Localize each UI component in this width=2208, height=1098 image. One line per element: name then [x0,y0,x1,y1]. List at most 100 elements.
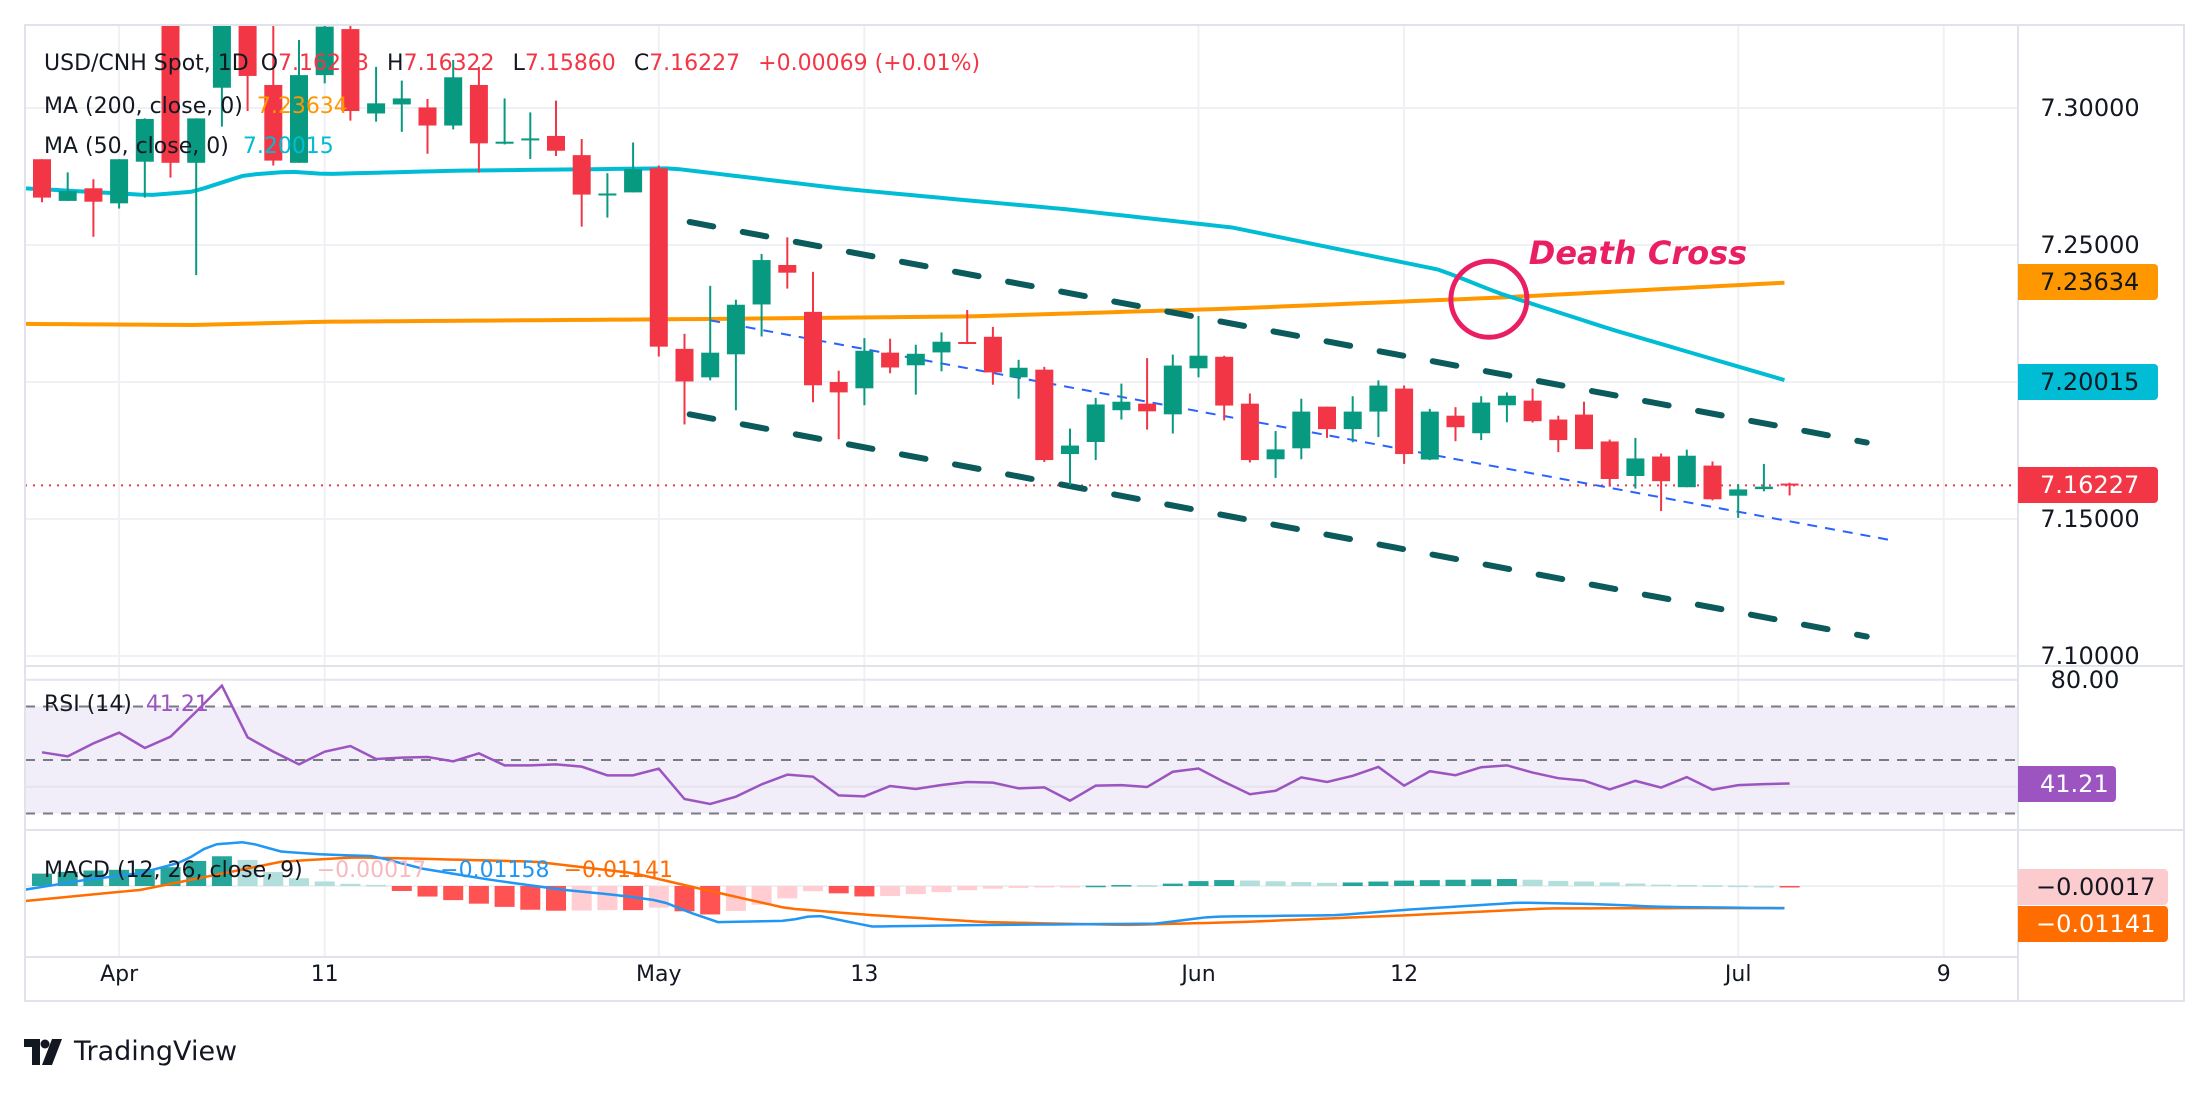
low-label: L [512,50,525,76]
macd-histogram-bar [1137,885,1158,887]
candle-body [84,188,103,202]
macd-histogram-bar [982,886,1003,889]
macd-histogram-bar [109,869,130,886]
close-value: 7.16227 [649,50,741,76]
rsi-badge: 41.21 [2018,765,2116,802]
candle-body [1266,449,1285,460]
high-label: H [387,50,404,76]
trendline-channel-lower [686,411,1870,640]
candle-body [804,311,822,386]
time-tick-label: May [636,962,682,987]
candle [752,254,771,337]
ma50-legend[interactable]: MA (50, close, 0) 7.20015 [44,131,340,161]
candle [392,80,411,132]
candle-body [1600,441,1619,479]
candle-body [315,26,334,76]
macd-histogram-bar [648,886,669,908]
candle-body [1549,419,1568,441]
candle [1729,484,1748,518]
candle-body [1652,456,1671,482]
candle-body [1112,401,1131,411]
macd-histogram-bar [905,886,926,895]
ma50-label: MA (50, close, 0) [44,133,229,159]
macd-legend[interactable]: MACD (12, 26, close, 9) −0.00017 −0.0115… [44,855,679,885]
macd-histogram-bar [931,886,952,893]
macd-label: MACD (12, 26, close, 9) [44,857,303,883]
candle-body [418,107,437,126]
candle [1446,407,1465,442]
time-tick-label: 12 [1390,962,1419,987]
candle-body [1420,411,1439,460]
candle [1086,397,1105,461]
candle [1035,366,1054,463]
candle [135,118,154,198]
candle [1472,396,1491,441]
candle [855,338,874,406]
macd-signal-badge: −0.01141 [2018,906,2168,942]
macd-histogram-bar [32,873,52,886]
candle [983,326,1002,385]
candle [1703,461,1722,501]
macd-histogram-bar [880,886,901,897]
candle [521,112,540,159]
macd-histogram-bar [828,886,849,894]
candle-body [1754,486,1773,490]
candle-body [932,341,951,353]
candle [212,25,231,127]
candle-body [1703,465,1722,500]
macd-histogram-bar [160,867,181,886]
macd-histogram-bar [1548,880,1569,886]
candle [598,173,617,218]
tradingview-logo[interactable]: TradingView [24,1036,237,1067]
macd-histogram-bar [571,886,592,911]
ohlc-legend: USD/CNH Spot, 1D O 7.16293 H 7.16322 L 7.15… [44,48,986,78]
candle-body [624,169,643,193]
macd-hist-badge: −0.00017 [2018,869,2168,905]
candle-body [829,382,848,393]
candle-body [33,159,51,198]
candle [1163,354,1182,434]
macd-histogram-bar [854,886,875,897]
price-tick-label: 7.30000 [2040,94,2140,122]
candle-body [881,352,900,368]
candle [1497,392,1516,423]
candle-body [572,155,591,195]
candle-body [1729,489,1748,496]
macd-histogram-bar [1085,885,1106,888]
ma200-line [25,280,1785,327]
candle-body [1086,404,1105,443]
candle [1549,415,1568,453]
candle [804,271,822,403]
macd-histogram-bar [1214,880,1235,886]
candle-body [290,75,308,163]
macd-histogram-bar [1702,885,1723,887]
candle [726,299,745,411]
macd-histogram-bar [1317,882,1337,886]
candle [701,285,720,381]
candle-body [1138,403,1157,412]
candle [1395,385,1414,464]
rsi-legend[interactable]: RSI (14) 41.21 [44,689,215,719]
chart-frame [24,24,2185,1002]
macd-histogram-bar [417,886,438,897]
pane-borders [24,24,2185,1002]
candle-body [58,191,77,201]
macd-histogram-bar [674,886,695,912]
candle [1420,408,1439,461]
high-value: 7.16322 [403,50,495,76]
ma50-price-badge: 7.20015 [2018,363,2158,400]
death-cross-label: Death Cross [1529,234,1747,272]
candle-body [1497,395,1516,406]
candle-body [238,25,257,76]
macd-histogram-bar [1368,881,1389,886]
symbol-title[interactable]: USD/CNH Spot, 1D [44,50,249,76]
ma200-legend[interactable]: MA (200, close, 0) 7.23634 [44,91,354,121]
candle-body [392,98,411,105]
candle [495,98,514,145]
macd-pane [25,841,2018,928]
ma50-value: 7.20015 [242,133,334,159]
change-value: +0.00069 (+0.01%) [758,50,981,76]
price-pane: Death Cross [25,25,2018,640]
macd-histogram-bar [1574,881,1594,886]
